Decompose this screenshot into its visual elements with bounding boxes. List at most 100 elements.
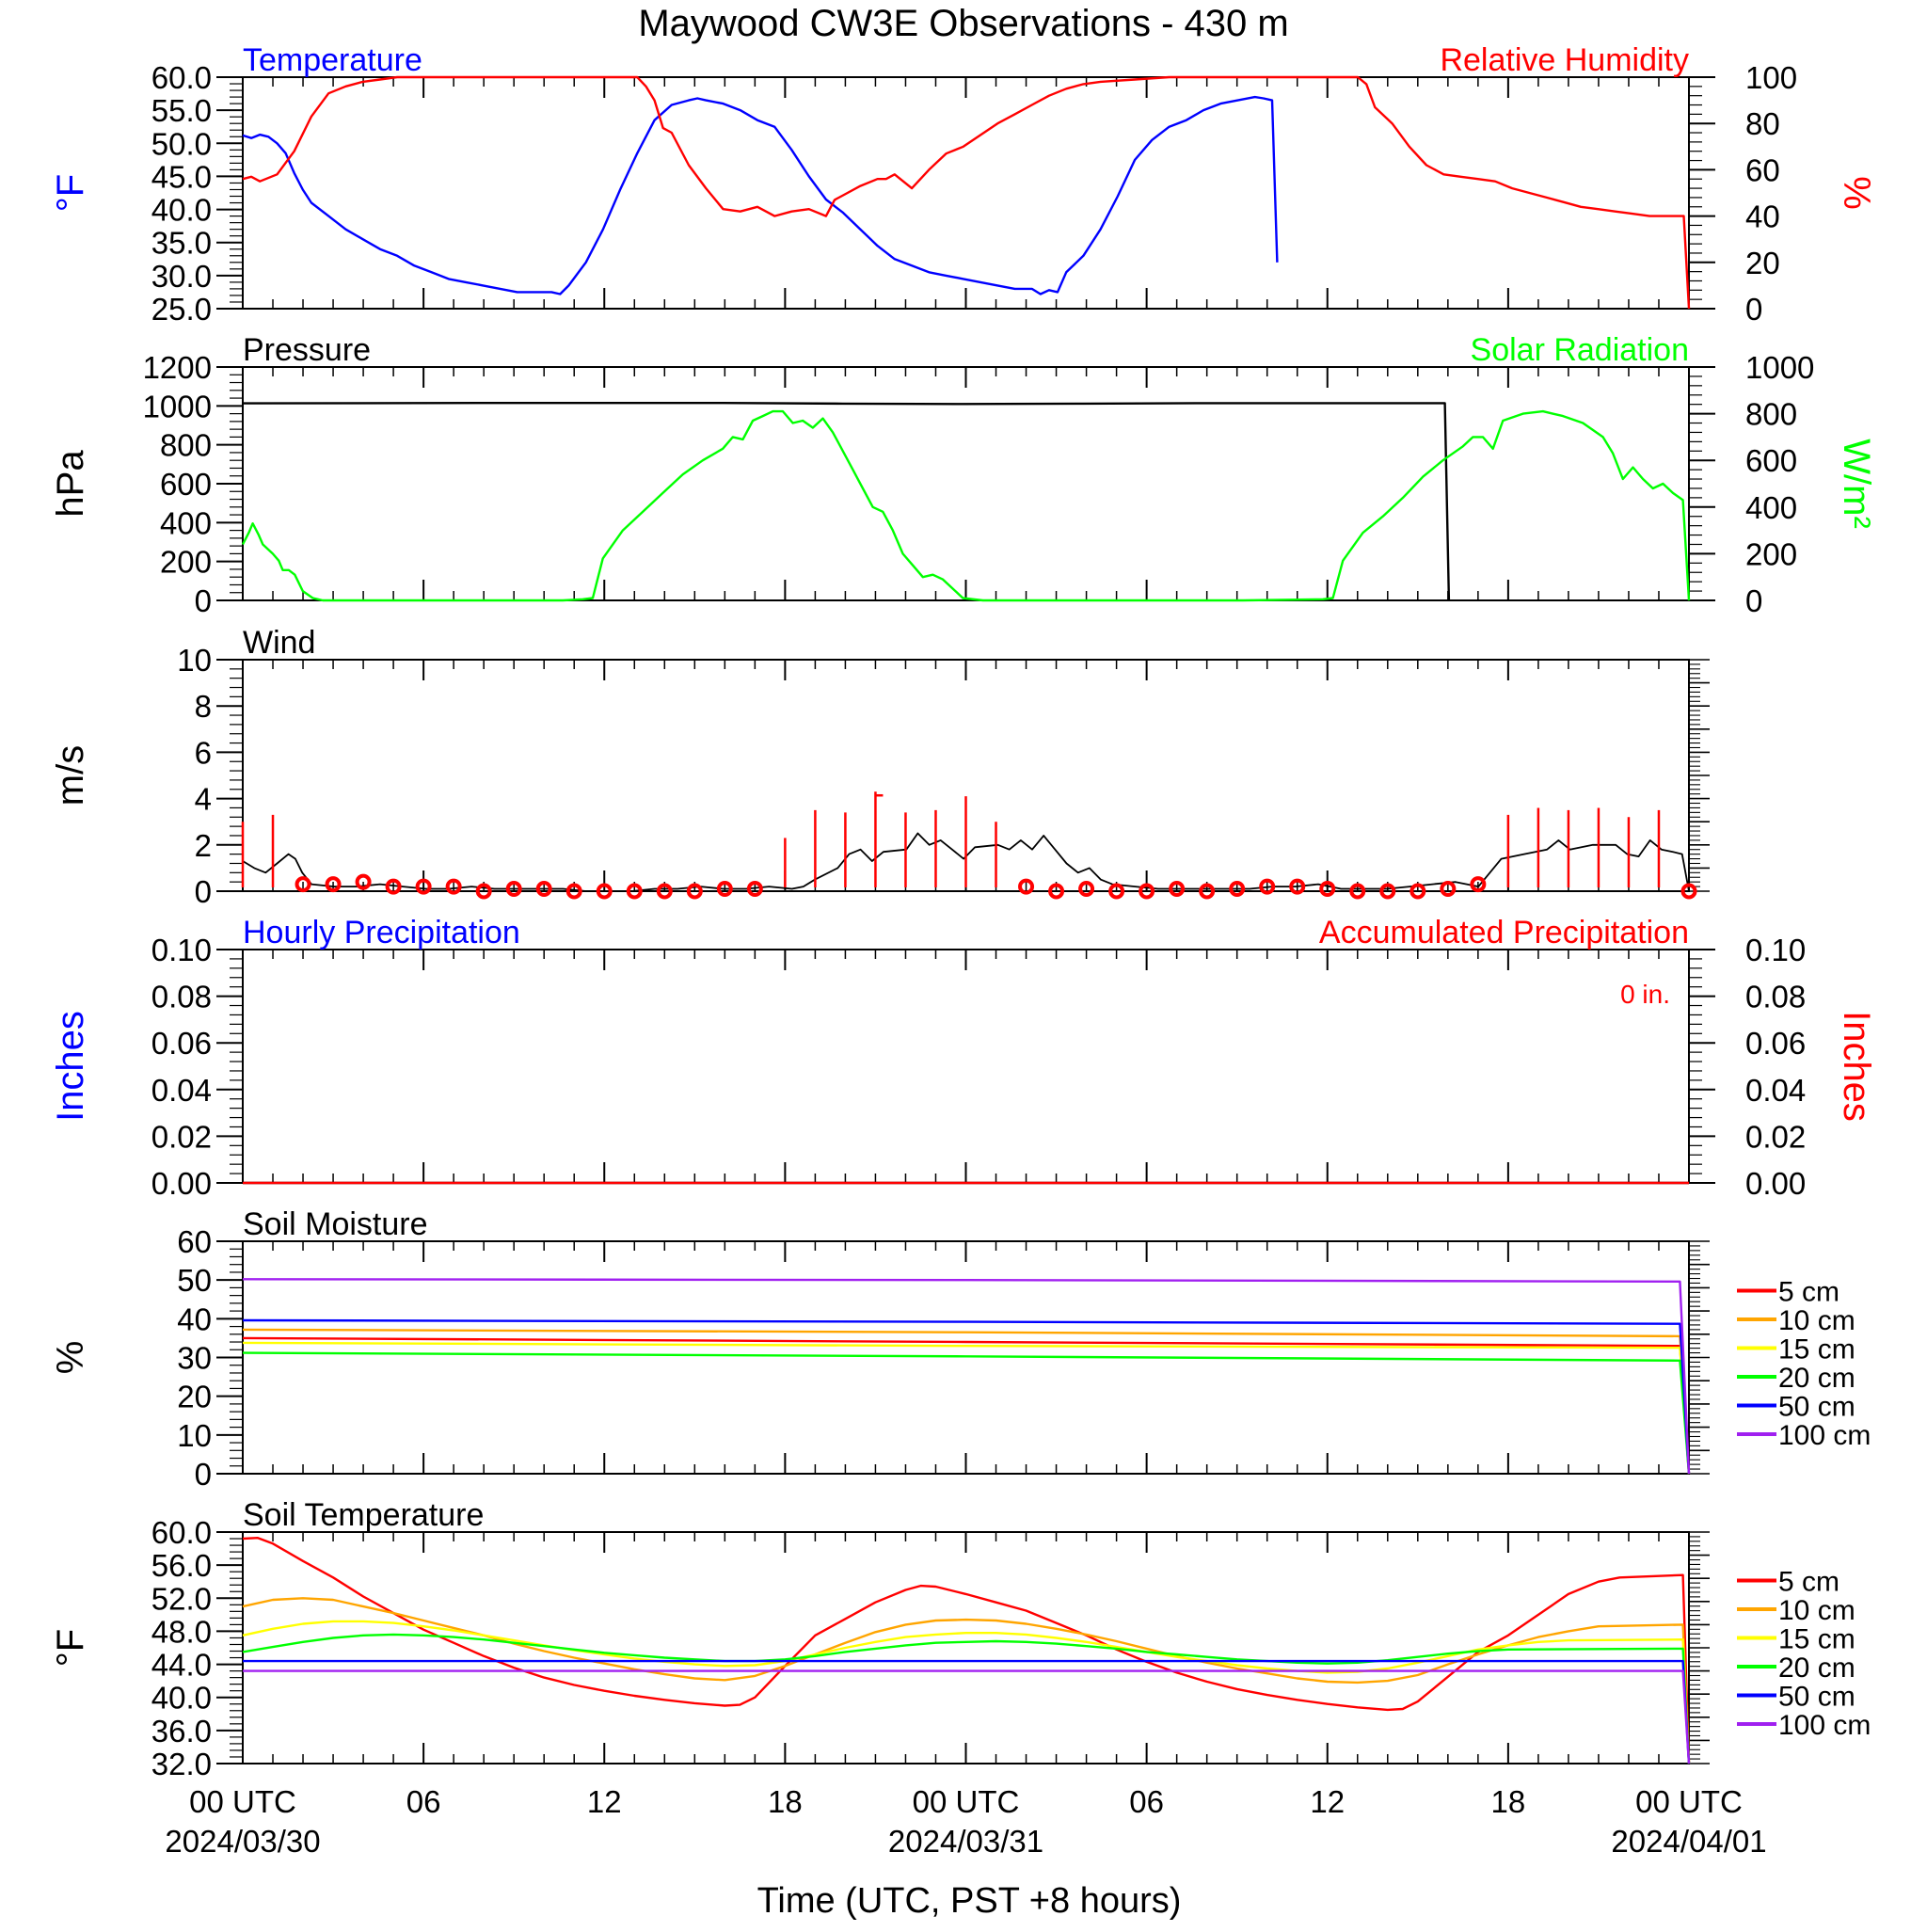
- y-right-tick-label: 400: [1745, 490, 1797, 525]
- y-right-tick-label: 0.00: [1745, 1166, 1806, 1201]
- y-left-tick-label: 32.0: [151, 1747, 212, 1781]
- calm-wind-marker: [1379, 883, 1396, 900]
- y-left-tick-label: 0: [195, 1457, 212, 1492]
- calm-wind-marker: [1440, 881, 1457, 898]
- legend-label: 15 cm: [1778, 1624, 1855, 1655]
- y-right-tick-label: 0.04: [1745, 1073, 1806, 1108]
- y-left-tick-label: 60: [177, 1224, 212, 1259]
- chart-title: Maywood CW3E Observations - 430 m: [638, 3, 1288, 44]
- panel-wind: 0 2 4 6 8 10 Wind m/s: [50, 625, 1710, 909]
- calm-wind-marker: [475, 883, 492, 900]
- legend-label: 100 cm: [1778, 1420, 1871, 1451]
- y-left-tick-label: 35.0: [151, 226, 212, 261]
- y-left-tick-label: 6: [195, 735, 212, 770]
- legend-label: 20 cm: [1778, 1363, 1855, 1394]
- calm-wind-marker: [1018, 878, 1035, 895]
- panel-title-left: Pressure: [243, 332, 371, 368]
- y-left-tick-label: 0.04: [151, 1073, 212, 1108]
- y-right-tick-label: 40: [1745, 200, 1780, 234]
- x-tick-label: 00 UTC: [189, 1784, 296, 1819]
- x-tick-label: 18: [1491, 1784, 1526, 1819]
- x-axis-title: Time (UTC, PST +8 hours): [757, 1881, 1182, 1921]
- y-right-tick-label: 200: [1745, 536, 1797, 571]
- y-left-tick-label: 10: [177, 1418, 212, 1453]
- x-tick-date-label: 2024/03/31: [888, 1824, 1043, 1859]
- calm-wind-marker: [1108, 883, 1125, 900]
- y-left-tick-label: 60.0: [151, 1515, 212, 1550]
- series-line-15-cm: [242, 1620, 1691, 1764]
- y-left-tick-label: 50.0: [151, 126, 212, 161]
- y-axis-title-right: W/m²: [1836, 439, 1877, 529]
- y-axis-title-left: Inches: [50, 1011, 91, 1122]
- y-left-tick-label: 2: [195, 828, 212, 863]
- series-line-20-cm: [242, 1633, 1691, 1764]
- y-right-tick-label: 800: [1745, 397, 1797, 432]
- series-line-100-cm: [242, 1278, 1691, 1475]
- calm-wind-marker: [295, 876, 311, 893]
- y-left-tick-label: 40.0: [151, 1681, 212, 1716]
- calm-wind-marker: [1349, 883, 1366, 900]
- y-right-tick-label: 600: [1745, 443, 1797, 478]
- calm-wind-marker: [325, 876, 342, 893]
- y-axis-title-left: °F: [50, 174, 91, 212]
- y-left-tick-label: 200: [160, 545, 212, 580]
- calm-wind-marker: [1139, 883, 1155, 900]
- y-left-tick-label: 4: [195, 782, 212, 817]
- y-left-tick-label: 36.0: [151, 1714, 212, 1748]
- y-left-tick-label: 600: [160, 467, 212, 502]
- y-left-tick-label: 0.08: [151, 980, 212, 1014]
- y-left-tick-label: 48.0: [151, 1614, 212, 1649]
- panel-temperature_rh: 25.030.035.040.045.050.055.060.0 0 20 40 60 8…: [50, 42, 1877, 327]
- calm-wind-marker: [445, 878, 462, 895]
- y-left-tick-label: 44.0: [151, 1648, 212, 1683]
- calm-wind-marker: [1680, 883, 1697, 900]
- calm-wind-marker: [415, 878, 432, 895]
- y-left-tick-label: 0.02: [151, 1119, 212, 1154]
- panel-title-right: Accumulated Precipitation: [1319, 915, 1689, 950]
- calm-wind-marker: [626, 883, 643, 900]
- y-left-tick-label: 8: [195, 689, 212, 724]
- plot-frame: [242, 949, 1690, 1184]
- x-tick-date-label: 2024/03/30: [165, 1824, 320, 1859]
- x-tick-label: 12: [1310, 1784, 1345, 1819]
- calm-wind-marker: [1319, 881, 1336, 898]
- series-line-1: [241, 409, 1691, 602]
- calm-wind-marker: [535, 881, 552, 898]
- y-left-tick-label: 20: [177, 1380, 212, 1414]
- x-tick-date-label: 2024/04/01: [1611, 1824, 1766, 1859]
- panel-title-left: Soil Moisture: [243, 1206, 428, 1242]
- y-left-tick-label: 1200: [143, 350, 212, 385]
- calm-wind-marker: [746, 881, 763, 898]
- y-left-tick-label: 30.0: [151, 259, 212, 294]
- y-left-tick-label: 0: [195, 583, 212, 618]
- legend-label: 10 cm: [1778, 1595, 1855, 1626]
- y-left-tick-label: 0.10: [151, 933, 212, 967]
- y-left-tick-label: 52.0: [151, 1581, 212, 1616]
- legend-label: 5 cm: [1778, 1277, 1839, 1308]
- calm-wind-marker: [1289, 878, 1306, 895]
- x-tick-label: 00 UTC: [1635, 1784, 1743, 1819]
- legend-label: 15 cm: [1778, 1334, 1855, 1365]
- calm-wind-marker: [596, 883, 613, 900]
- y-right-tick-label: 60: [1745, 152, 1780, 187]
- calm-wind-marker: [385, 878, 402, 895]
- calm-wind-marker: [565, 883, 582, 900]
- y-right-tick-label: 0.10: [1745, 933, 1806, 967]
- y-left-tick-label: 400: [160, 505, 212, 540]
- legend-label: 50 cm: [1778, 1392, 1855, 1423]
- y-left-tick-label: 0: [195, 874, 212, 909]
- legend-label: 5 cm: [1778, 1567, 1839, 1598]
- legend-label: 10 cm: [1778, 1305, 1855, 1336]
- y-left-tick-label: 50: [177, 1263, 212, 1298]
- calm-wind-marker: [686, 883, 703, 900]
- panel-title-left: Hourly Precipitation: [243, 915, 520, 950]
- panel-soil_temperature: 32.036.040.044.048.052.056.060.0 Soil Tem…: [50, 1497, 1871, 1781]
- calm-wind-marker: [1259, 878, 1276, 895]
- series-line-1: [242, 75, 1691, 310]
- calm-wind-marker: [1078, 881, 1095, 898]
- y-left-tick-label: 25.0: [151, 292, 212, 327]
- plot-frame: [242, 76, 1690, 310]
- calm-wind-marker: [1199, 883, 1216, 900]
- accumulated-total-label: 0 in.: [1620, 980, 1670, 1009]
